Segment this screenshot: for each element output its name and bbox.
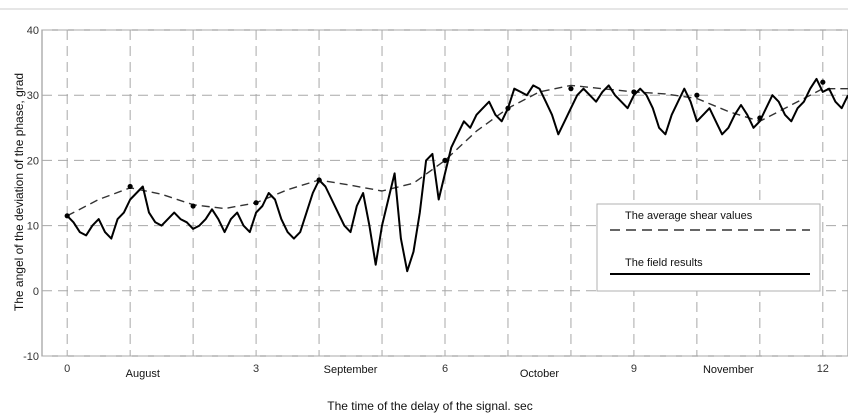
y-tick-label: -10 [23,351,39,363]
y-tick-label: 0 [33,286,39,298]
y-tick-label: 40 [27,25,39,37]
x-axis-title: The time of the delay of the signal. sec [327,399,532,413]
grid [42,29,848,357]
x-tick-label: 6 [442,363,448,375]
data-point-marker [64,213,70,219]
data-point-marker [631,89,637,95]
x-tick-label: 3 [253,363,259,375]
data-point-marker [757,115,763,121]
data-point-marker [442,157,448,163]
month-label: November [703,364,754,376]
x-tick-label: 0 [64,363,70,375]
series-markers [64,79,826,219]
legend-box [596,203,821,292]
legend-label-field: The field results [625,257,703,269]
y-tick-label: 10 [27,221,39,233]
month-label: September [324,364,378,376]
legend-label-average: The average shear values [625,210,753,222]
data-point-marker [568,86,574,92]
y-tick-label: 30 [27,90,39,102]
series-group [66,77,848,273]
series-line-average [66,84,848,217]
month-labels: August September October November [126,364,754,380]
y-axis-ticks: -10 0 10 20 30 40 [23,25,39,363]
data-point-marker [316,177,322,183]
data-point-marker [694,92,700,98]
month-label: August [126,368,160,380]
y-tick-label: 20 [27,155,39,167]
data-point-marker [505,105,511,111]
data-point-marker [190,203,196,209]
data-point-marker [820,79,826,85]
x-tick-label: 9 [631,363,637,375]
month-label: October [520,368,559,380]
x-axis-ticks: 0 3 6 9 12 [64,363,829,375]
x-tick-label: 12 [817,363,829,375]
series-line-field [66,77,848,273]
data-point-marker [127,183,133,190]
data-point-marker [253,200,259,206]
legend: The average shear values The field resul… [596,203,821,292]
y-axis-title: The angel of the deviation of the phase,… [12,73,26,311]
